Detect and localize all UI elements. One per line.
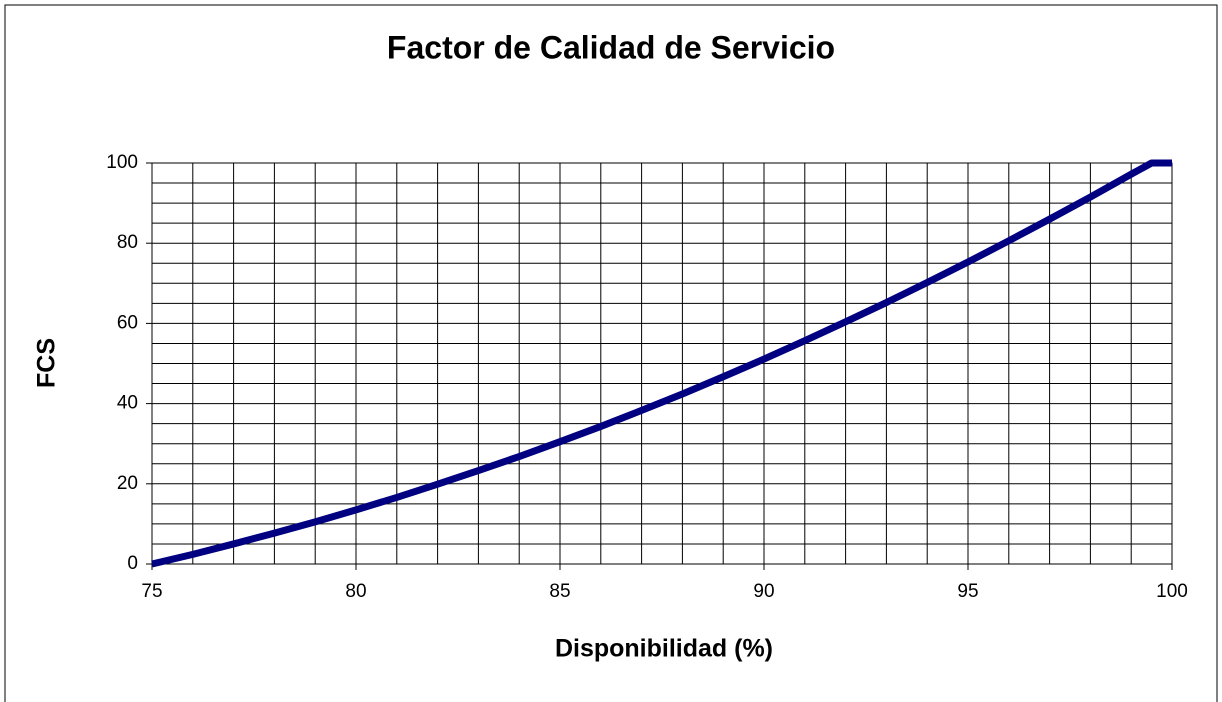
y-tick-label: 60 — [117, 312, 138, 333]
x-tick-label: 95 — [957, 581, 978, 602]
y-tick-label: 40 — [117, 393, 138, 414]
x-tick-label: 100 — [1156, 581, 1188, 602]
y-tick-label: 80 — [117, 232, 138, 253]
chart-title: Factor de Calidad de Servicio — [387, 29, 835, 65]
y-tick-label: 20 — [117, 473, 138, 494]
data-line — [151, 159, 1172, 568]
plot-border — [151, 162, 1173, 565]
chart-frame — [4, 4, 1218, 702]
x-tick-label: 90 — [753, 581, 774, 602]
x-tick-label: 85 — [549, 581, 570, 602]
y-tick-label: 100 — [106, 152, 138, 173]
x-tick-label: 80 — [345, 581, 366, 602]
x-tick-label: 75 — [141, 581, 162, 602]
y-tick-label: 0 — [127, 553, 138, 574]
x-axis-label: Disponibilidad (%) — [555, 635, 773, 663]
y-axis-label: FCS — [33, 338, 61, 388]
